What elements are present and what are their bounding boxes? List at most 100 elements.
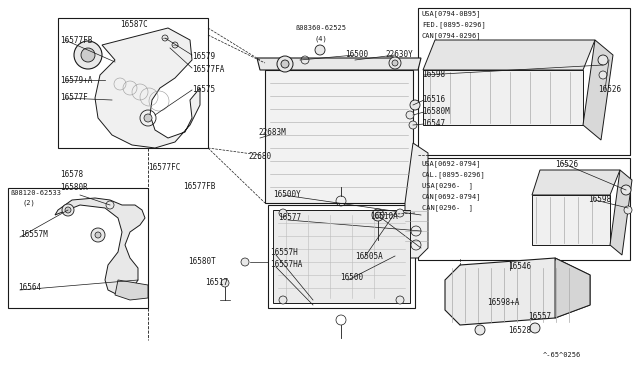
Text: 16547: 16547	[422, 119, 445, 128]
Text: ß08360-62525: ß08360-62525	[295, 25, 346, 31]
Circle shape	[277, 56, 293, 72]
Text: USA[0692-0794]: USA[0692-0794]	[422, 160, 481, 167]
Text: 16580T: 16580T	[188, 257, 216, 266]
Circle shape	[315, 45, 325, 55]
Polygon shape	[532, 195, 610, 245]
Circle shape	[530, 323, 540, 333]
Text: 16577FA: 16577FA	[192, 65, 225, 74]
Text: 16577: 16577	[278, 213, 301, 222]
Bar	[58, 18, 208, 148]
Polygon shape	[405, 143, 428, 258]
Polygon shape	[95, 28, 200, 148]
Circle shape	[598, 55, 608, 65]
Text: 16577F: 16577F	[60, 93, 88, 102]
Text: 16526: 16526	[598, 85, 621, 94]
Text: 16575: 16575	[192, 85, 215, 94]
Text: 16587C: 16587C	[120, 20, 148, 29]
Circle shape	[624, 206, 632, 214]
Text: 16526: 16526	[555, 160, 578, 169]
Circle shape	[221, 279, 229, 287]
Polygon shape	[445, 258, 590, 325]
Text: 16546: 16546	[508, 262, 531, 271]
Circle shape	[392, 60, 398, 66]
Polygon shape	[423, 70, 583, 125]
Text: ^-65^0256: ^-65^0256	[543, 352, 581, 358]
Circle shape	[74, 41, 102, 69]
Text: 16598: 16598	[422, 70, 445, 79]
Text: CAN[0794-0296]: CAN[0794-0296]	[422, 32, 481, 39]
Text: 16500Y: 16500Y	[273, 190, 301, 199]
Circle shape	[279, 296, 287, 304]
Text: 16577FC: 16577FC	[148, 163, 180, 172]
Text: (4): (4)	[315, 36, 328, 42]
Circle shape	[65, 207, 71, 213]
Circle shape	[279, 209, 287, 217]
Text: 16579: 16579	[192, 52, 215, 61]
Text: 16598+A: 16598+A	[487, 298, 520, 307]
Circle shape	[396, 296, 404, 304]
Circle shape	[144, 114, 152, 122]
Text: CAN[0692-0794]: CAN[0692-0794]	[422, 193, 481, 200]
Circle shape	[375, 212, 381, 218]
Circle shape	[91, 228, 105, 242]
Circle shape	[172, 42, 178, 48]
Polygon shape	[583, 40, 613, 140]
Circle shape	[162, 35, 168, 41]
Text: 16500: 16500	[345, 50, 368, 59]
Polygon shape	[532, 170, 620, 195]
Text: 16510A: 16510A	[370, 212, 397, 221]
Text: 16578: 16578	[60, 170, 83, 179]
Circle shape	[599, 71, 607, 79]
Text: 22683M: 22683M	[258, 128, 285, 137]
Circle shape	[396, 209, 404, 217]
Text: 16557HA: 16557HA	[270, 260, 302, 269]
Circle shape	[241, 258, 249, 266]
Text: 16505A: 16505A	[355, 252, 383, 261]
Text: 22630Y: 22630Y	[385, 50, 413, 59]
Polygon shape	[257, 58, 421, 70]
Text: CAN[0296-  ]: CAN[0296- ]	[422, 204, 473, 211]
Text: 16580M: 16580M	[422, 107, 450, 116]
Circle shape	[475, 325, 485, 335]
Text: 16598: 16598	[588, 195, 611, 204]
Text: (2): (2)	[22, 200, 35, 206]
Text: USA[0794-0B95]: USA[0794-0B95]	[422, 10, 481, 17]
Circle shape	[410, 100, 420, 110]
Bar	[8, 188, 148, 308]
Text: 16577FB: 16577FB	[183, 182, 216, 191]
Text: 16580R: 16580R	[60, 183, 88, 192]
Text: 16516: 16516	[422, 95, 445, 104]
Text: USA[0296-  ]: USA[0296- ]	[422, 182, 473, 189]
Circle shape	[281, 60, 289, 68]
Text: 16579+A: 16579+A	[60, 76, 92, 85]
Polygon shape	[610, 170, 632, 255]
Bar	[418, 8, 630, 155]
Text: 16557H: 16557H	[270, 248, 298, 257]
Bar	[268, 205, 415, 308]
Text: 16564: 16564	[18, 283, 41, 292]
Polygon shape	[423, 40, 595, 70]
Bar	[418, 158, 630, 260]
Circle shape	[406, 111, 414, 119]
Text: FED.[0895-0296]: FED.[0895-0296]	[422, 21, 486, 28]
Text: 16500: 16500	[340, 273, 363, 282]
Circle shape	[81, 48, 95, 62]
Text: 16557: 16557	[528, 312, 551, 321]
Polygon shape	[273, 210, 410, 303]
Polygon shape	[55, 198, 145, 295]
Circle shape	[621, 185, 631, 195]
Polygon shape	[265, 70, 413, 203]
Text: 16577FB: 16577FB	[60, 36, 92, 45]
Circle shape	[62, 204, 74, 216]
Polygon shape	[555, 258, 590, 318]
Text: 16557M: 16557M	[20, 230, 48, 239]
Text: 16517: 16517	[205, 278, 228, 287]
Polygon shape	[115, 280, 148, 300]
Text: 16528: 16528	[508, 326, 531, 335]
Text: ß08120-62533: ß08120-62533	[10, 190, 61, 196]
Text: CAL.[0895-0296]: CAL.[0895-0296]	[422, 171, 486, 178]
Text: 22680: 22680	[248, 152, 271, 161]
Circle shape	[95, 232, 101, 238]
Circle shape	[389, 57, 401, 69]
Circle shape	[409, 121, 417, 129]
